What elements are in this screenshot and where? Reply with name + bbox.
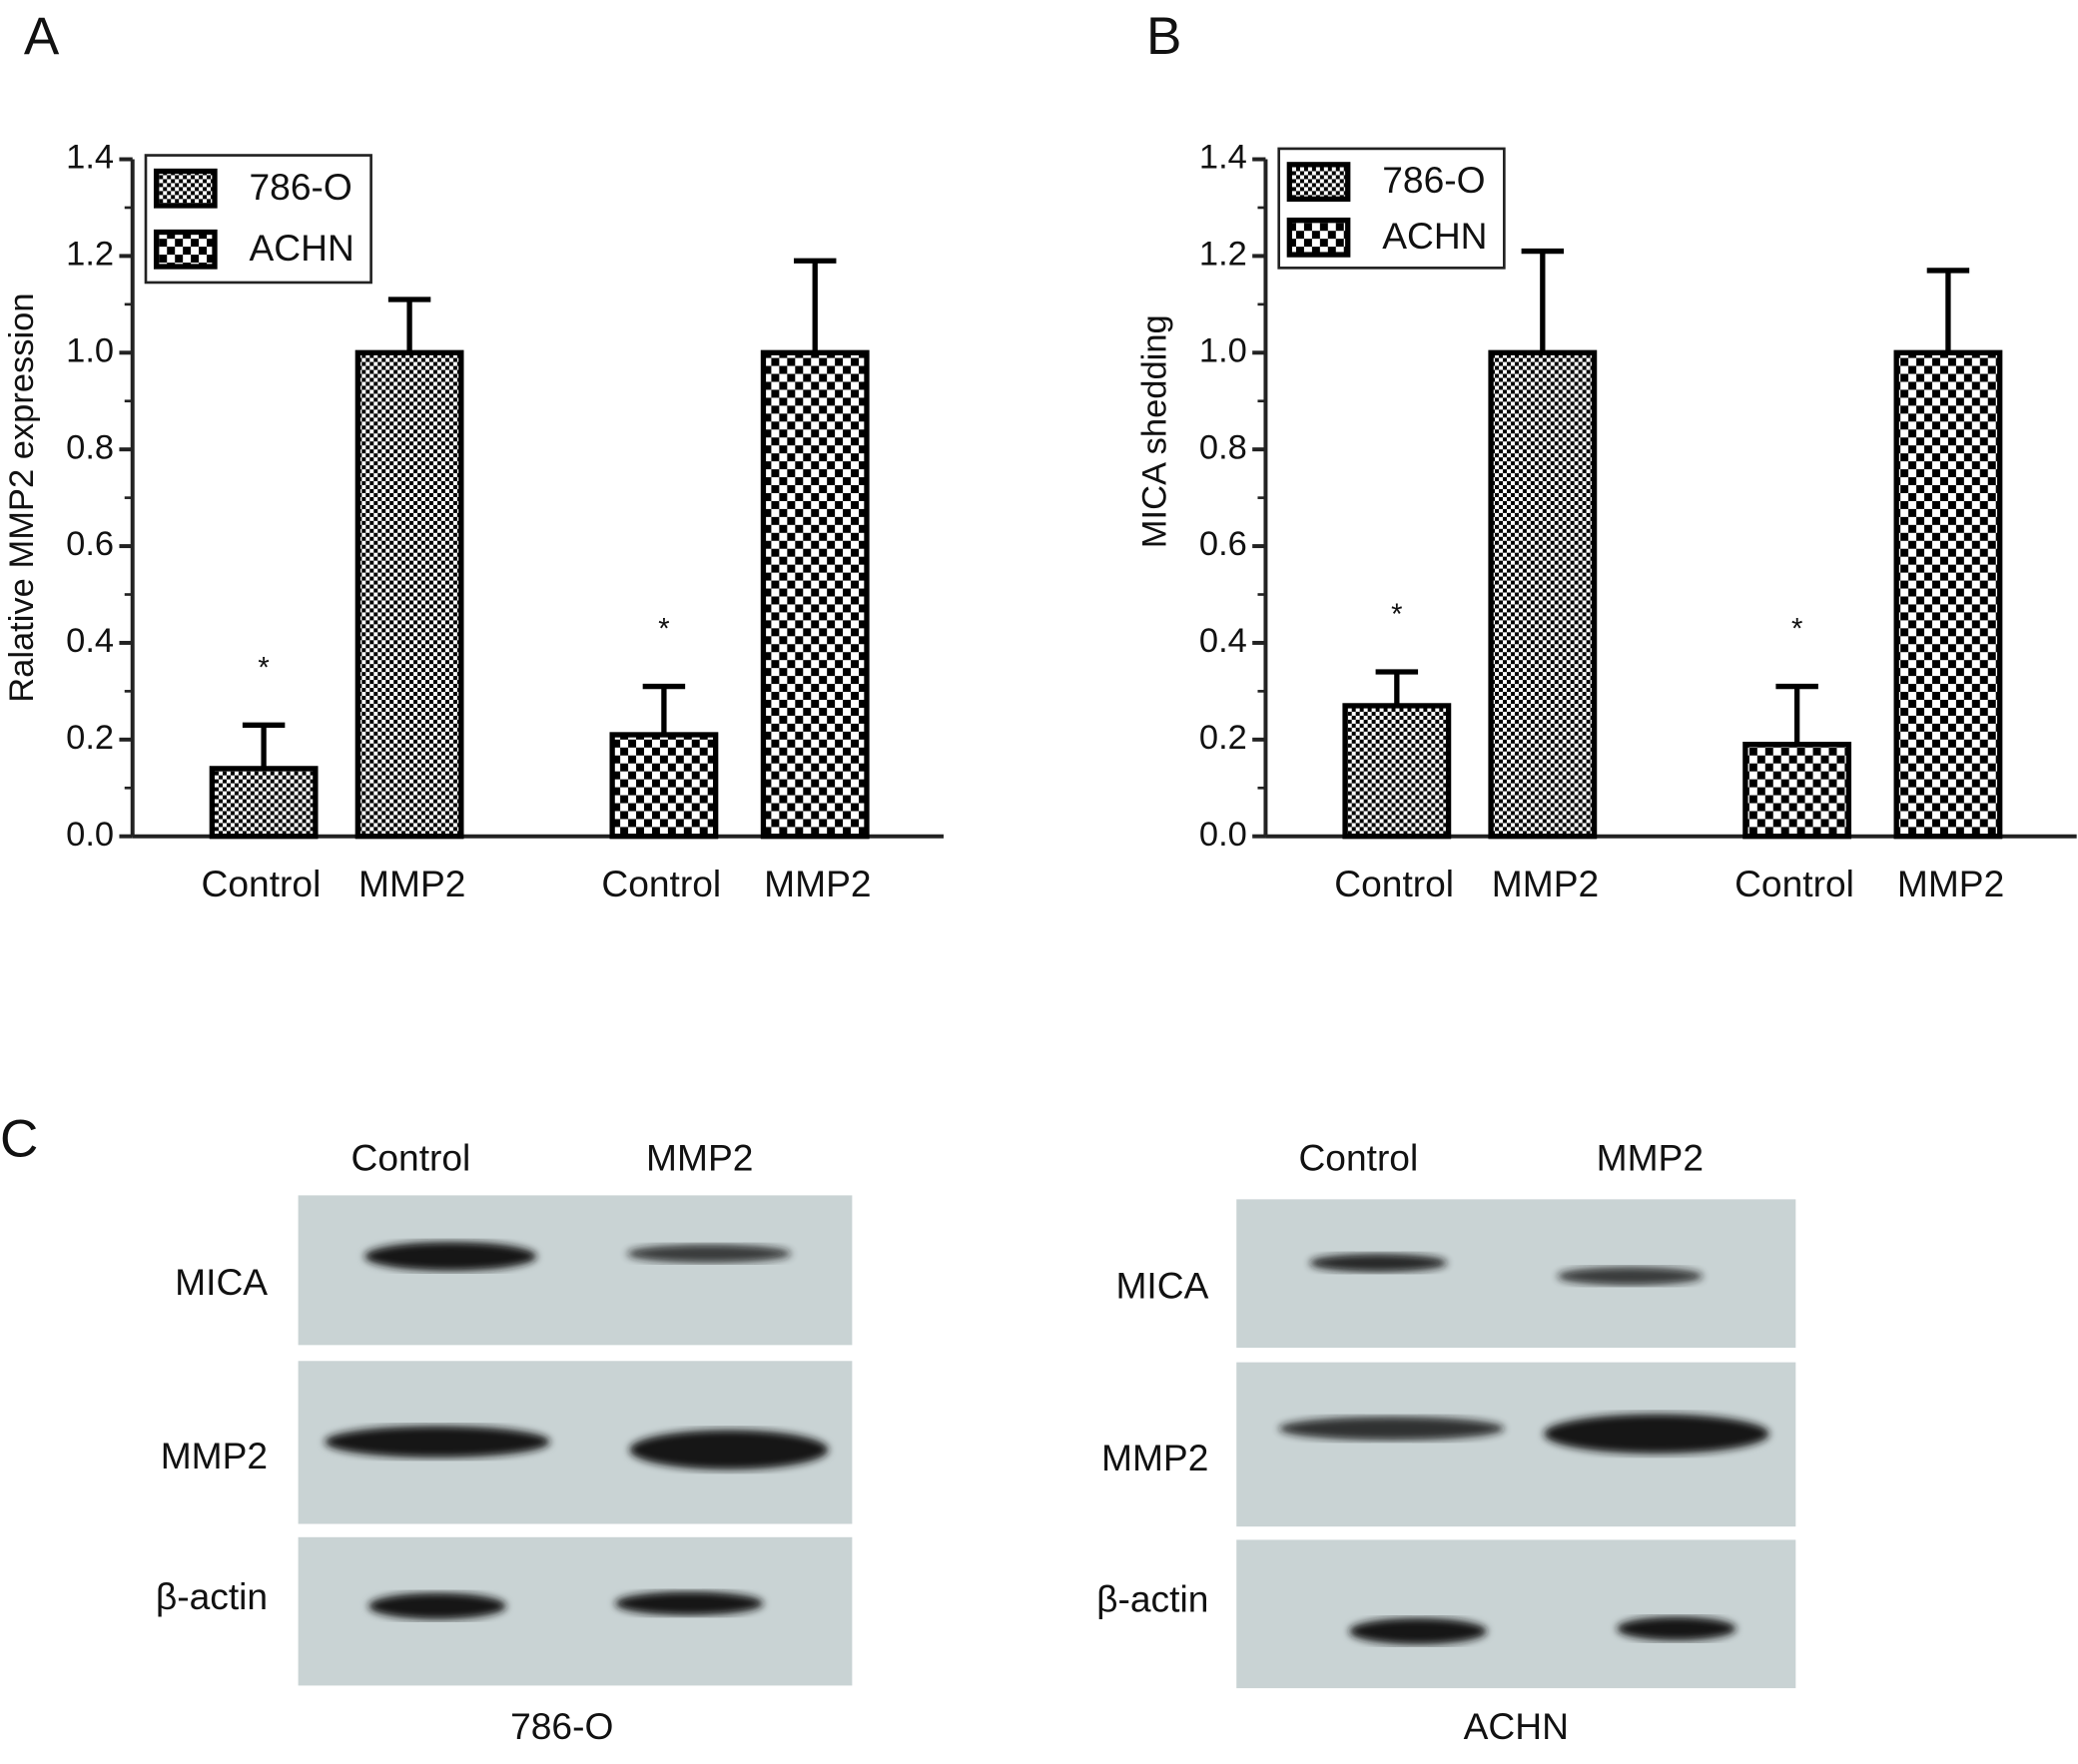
y-tick-label: 1.2 bbox=[66, 236, 114, 274]
panel-caption: ACHN bbox=[1464, 1705, 1569, 1747]
bar bbox=[354, 349, 464, 840]
y-tick-label: 0.8 bbox=[66, 428, 114, 466]
y-tick-label: 0.4 bbox=[66, 622, 114, 660]
panel-letter: C bbox=[0, 1109, 38, 1168]
significance-mark: * bbox=[1391, 599, 1402, 631]
y-tick-label: 0.6 bbox=[66, 525, 114, 563]
bar bbox=[1742, 742, 1852, 840]
blot-band bbox=[367, 1592, 506, 1620]
column-label: Control bbox=[351, 1137, 471, 1179]
y-axis-label: MICA shedding bbox=[1136, 314, 1174, 548]
legend-label: 786-O bbox=[1382, 159, 1485, 201]
x-tick-label: MMP2 bbox=[764, 863, 871, 904]
row-label: MICA bbox=[175, 1261, 268, 1303]
bar bbox=[760, 349, 870, 840]
blot-band bbox=[1278, 1417, 1505, 1441]
row-label: β-actin bbox=[156, 1575, 268, 1617]
x-tick-label: Control bbox=[202, 863, 322, 904]
blot-band bbox=[1349, 1617, 1488, 1645]
bar bbox=[1488, 349, 1598, 840]
y-tick-label: 1.0 bbox=[1199, 331, 1247, 369]
y-tick-label: 0.0 bbox=[66, 816, 114, 854]
y-tick-label: 0.6 bbox=[1199, 525, 1247, 563]
significance-mark: * bbox=[258, 652, 269, 684]
y-tick-label: 0.2 bbox=[1199, 719, 1247, 757]
x-tick-label: Control bbox=[601, 863, 721, 904]
panel-letter: B bbox=[1146, 7, 1181, 66]
blot-band bbox=[1557, 1267, 1704, 1286]
y-tick-label: 0.0 bbox=[1199, 816, 1247, 854]
legend-swatch bbox=[153, 168, 218, 209]
blot-strip bbox=[1236, 1539, 1796, 1689]
x-tick-label: Control bbox=[1334, 863, 1454, 904]
blot-band bbox=[1309, 1253, 1448, 1273]
blot-band bbox=[614, 1591, 764, 1616]
y-tick-label: 0.2 bbox=[66, 719, 114, 757]
row-label: MMP2 bbox=[161, 1435, 268, 1476]
column-label: MMP2 bbox=[646, 1137, 753, 1179]
row-label: MICA bbox=[1115, 1264, 1208, 1306]
bar bbox=[1342, 703, 1452, 840]
legend-swatch bbox=[1286, 217, 1351, 258]
blot-band bbox=[325, 1426, 550, 1459]
row-label: MMP2 bbox=[1101, 1437, 1208, 1478]
x-tick-label: MMP2 bbox=[358, 863, 465, 904]
y-tick-label: 1.2 bbox=[1199, 236, 1247, 274]
significance-mark: * bbox=[658, 614, 669, 646]
blot-band bbox=[1544, 1414, 1769, 1455]
blot-band bbox=[629, 1430, 829, 1470]
x-tick-label: MMP2 bbox=[1897, 863, 2004, 904]
x-tick-label: Control bbox=[1734, 863, 1854, 904]
blot-band bbox=[363, 1241, 537, 1272]
blot-strip bbox=[298, 1195, 853, 1346]
blot-strip bbox=[1236, 1199, 1796, 1348]
y-tick-label: 0.4 bbox=[1199, 622, 1247, 660]
column-label: MMP2 bbox=[1597, 1137, 1704, 1179]
significance-mark: * bbox=[1791, 614, 1802, 646]
y-tick-label: 1.4 bbox=[66, 139, 114, 177]
y-axis-label: Ralative MMP2 expression bbox=[3, 293, 41, 702]
bar bbox=[209, 766, 319, 840]
legend-label: ACHN bbox=[1382, 215, 1487, 257]
column-label: Control bbox=[1298, 1137, 1418, 1179]
panel-letter: A bbox=[24, 7, 60, 66]
bar bbox=[609, 732, 719, 840]
legend-swatch bbox=[153, 229, 218, 270]
legend-label: 786-O bbox=[250, 166, 352, 208]
panel-caption: 786-O bbox=[510, 1705, 613, 1747]
legend-label: ACHN bbox=[250, 227, 354, 269]
y-tick-label: 0.8 bbox=[1199, 428, 1247, 466]
row-label: β-actin bbox=[1096, 1578, 1208, 1620]
legend-swatch bbox=[1286, 162, 1351, 202]
y-tick-label: 1.4 bbox=[1199, 139, 1247, 177]
blot-band bbox=[1617, 1616, 1736, 1641]
blot-band bbox=[626, 1244, 792, 1264]
y-tick-label: 1.0 bbox=[66, 331, 114, 369]
x-tick-label: MMP2 bbox=[1492, 863, 1599, 904]
bar bbox=[1893, 349, 2003, 840]
